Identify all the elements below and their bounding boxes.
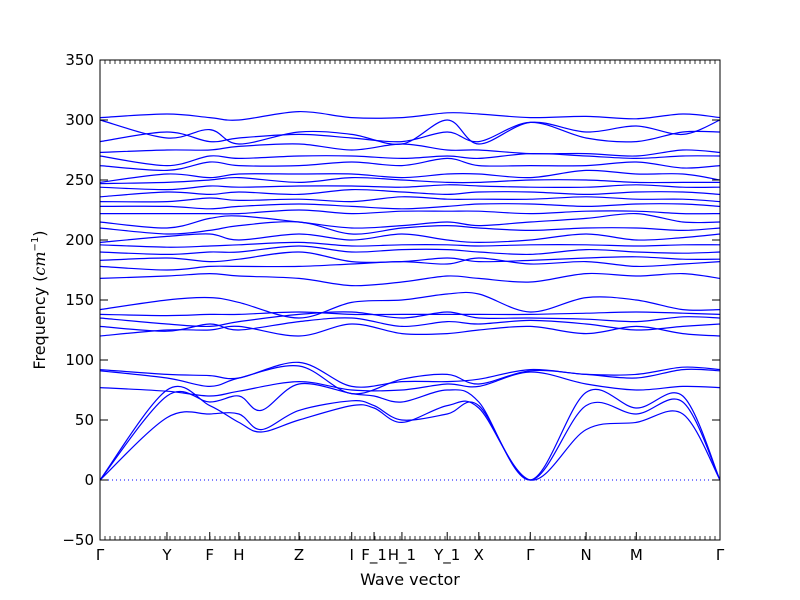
band-line-18 (99, 212, 721, 229)
band-line-31 (99, 110, 721, 121)
x-tick-label: H (233, 546, 244, 564)
band-line-29 (99, 121, 721, 143)
band-line-22 (99, 188, 721, 198)
y-axis-label-main: Frequency ( (30, 276, 49, 370)
band-line-9 (99, 311, 721, 317)
band-line-26 (99, 157, 721, 172)
band-line-10 (99, 291, 721, 319)
y-tick-label: 0 (84, 471, 94, 489)
x-tick-label: F_1 (361, 546, 387, 565)
band-line-11 (99, 272, 721, 287)
x-tick-label: N (580, 546, 591, 564)
band-line-25 (99, 169, 721, 183)
band-line-24 (99, 176, 720, 185)
y-tick-label: 50 (75, 411, 94, 429)
band-line-3 (99, 371, 721, 397)
y-axis-label-close: ) (30, 230, 49, 236)
band-line-15 (99, 241, 721, 248)
band-line-14 (99, 245, 721, 256)
series-layer (99, 110, 721, 481)
band-line-4 (99, 365, 721, 395)
y-tick-label: 100 (65, 351, 94, 369)
band-line-5 (99, 361, 721, 388)
x-tick-label: H_1 (388, 546, 416, 565)
x-tick-label: Γ (96, 546, 105, 564)
band-line-20 (99, 203, 721, 210)
band-line-1 (99, 398, 721, 481)
band-line-8 (99, 311, 721, 328)
y-tick-label: −50 (62, 531, 94, 549)
x-tick-label: Γ (526, 546, 535, 564)
y-tick-label: 250 (65, 171, 94, 189)
band-line-23 (99, 184, 721, 191)
band-line-2 (99, 382, 721, 481)
x-tick-label: I (350, 546, 354, 564)
y-tick-label: 350 (65, 51, 94, 69)
x-tick-label: M (630, 546, 643, 564)
x-tick-label: Y_1 (433, 546, 460, 565)
y-axis-label-exponent: −1 (30, 237, 41, 252)
band-line-27 (99, 152, 721, 167)
labels-layer: −50 0 50 100 150 200 250 300 350 Γ Y F H Z I F_1 H_1 Y_1 X… (62, 51, 724, 565)
x-tick-label: F (205, 546, 214, 564)
x-tick-label: Z (294, 546, 304, 564)
band-line-12 (99, 257, 721, 271)
band-line-13 (99, 251, 721, 264)
y-tick-label: 200 (65, 231, 94, 249)
band-line-6 (99, 323, 721, 337)
x-tick-label: Γ (716, 546, 725, 564)
x-axis-label: Wave vector (360, 570, 460, 589)
band-line-19 (100, 209, 721, 215)
band-line-30 (99, 119, 721, 145)
band-line-21 (99, 196, 721, 203)
y-axis-label-unit: cm (30, 251, 49, 275)
band-line-16 (99, 233, 721, 244)
band-line-7 (99, 317, 721, 332)
band-line-28 (99, 143, 721, 157)
band-line-0 (99, 385, 721, 481)
x-tick-label: X (474, 546, 484, 564)
y-tick-label: 300 (65, 111, 94, 129)
y-axis-label: Frequency (cm−1) (30, 230, 49, 369)
band-line-17 (99, 221, 721, 235)
plot-frame (99, 59, 721, 541)
axes-layer (99, 59, 721, 541)
y-tick-label: 150 (65, 291, 94, 309)
x-tick-label: Y (161, 546, 172, 564)
